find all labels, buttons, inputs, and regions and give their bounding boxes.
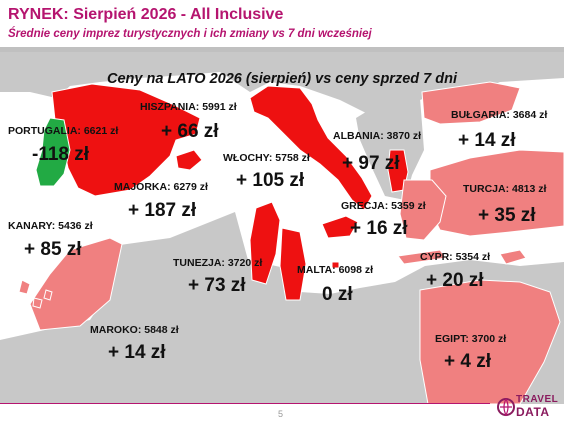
region-italy: [249, 85, 373, 211]
label-morocco: MAROKO: 5848 zł: [90, 324, 179, 336]
label-italy: WŁOCHY: 5758 zł: [223, 152, 310, 164]
region-greece: [399, 179, 447, 241]
label-cyprus: CYPR: 5354 zł: [420, 251, 491, 263]
region-bulgaria: [421, 81, 521, 125]
region-canaries: [18, 279, 53, 309]
region-cyprus: [499, 249, 527, 265]
header-divider: [0, 47, 564, 52]
change-morocco: + 14 zł: [108, 342, 166, 363]
change-majorca: + 187 zł: [128, 200, 197, 221]
change-portugal: -118 zł: [32, 144, 90, 165]
label-canaries: KANARY: 5436 zł: [8, 220, 93, 232]
region-crete: [397, 249, 447, 265]
change-italy: + 105 zł: [236, 170, 305, 191]
region-tunisia: [279, 227, 307, 301]
page-subtitle: Średnie ceny imprez turystycznych i ich …: [8, 28, 372, 40]
label-majorca: MAJORKA: 6279 zł: [114, 181, 208, 193]
change-bulgaria: + 14 zł: [458, 130, 516, 151]
region-malta: [331, 261, 340, 269]
label-spain: HISZPANIA: 5991 zł: [140, 101, 237, 113]
footer-divider: [0, 403, 490, 404]
change-tunisia: + 73 zł: [188, 275, 246, 296]
label-portugal: PORTUGALIA: 6621 zł: [8, 125, 119, 137]
change-albania: + 97 zł: [342, 153, 400, 174]
globe-icon: [497, 398, 515, 417]
change-canaries: + 85 zł: [24, 239, 82, 260]
change-greece: + 16 zł: [350, 218, 408, 239]
region-morocco: [29, 237, 123, 331]
logo-text-data: DATA: [516, 405, 550, 419]
page-number: 5: [278, 409, 284, 419]
region-portugal: [35, 117, 71, 187]
travel-data-logo: TRAVEL DATA: [496, 393, 560, 421]
logo-text-travel: TRAVEL: [516, 394, 559, 405]
label-malta: MALTA: 6098 zł: [297, 264, 374, 276]
change-spain: + 66 zł: [161, 121, 219, 142]
region-majorca: [175, 149, 203, 171]
label-greece: GRECJA: 5359 zł: [341, 200, 426, 212]
region-sardinia: [249, 201, 281, 285]
map-caption: Ceny na LATO 2026 (sierpień) vs ceny spr…: [106, 71, 457, 87]
label-egypt: EGIPT: 3700 zł: [435, 333, 507, 345]
label-albania: ALBANIA: 3870 zł: [333, 130, 422, 142]
change-cyprus: + 20 zł: [426, 270, 484, 291]
change-turkey: + 35 zł: [478, 205, 536, 226]
change-egypt: + 4 zł: [444, 351, 491, 372]
mediterranean-map: [0, 52, 564, 404]
page-title: RYNEK: Sierpień 2026 - All Inclusive: [8, 6, 284, 23]
label-bulgaria: BUŁGARIA: 3684 zł: [451, 109, 548, 121]
region-sicily: [321, 215, 359, 239]
land-europe: [0, 52, 564, 120]
label-tunisia: TUNEZJA: 3720 zł: [173, 257, 263, 269]
change-malta: 0 zł: [322, 284, 353, 305]
label-turkey: TURCJA: 4813 zł: [463, 183, 547, 195]
region-egypt: [419, 279, 561, 404]
